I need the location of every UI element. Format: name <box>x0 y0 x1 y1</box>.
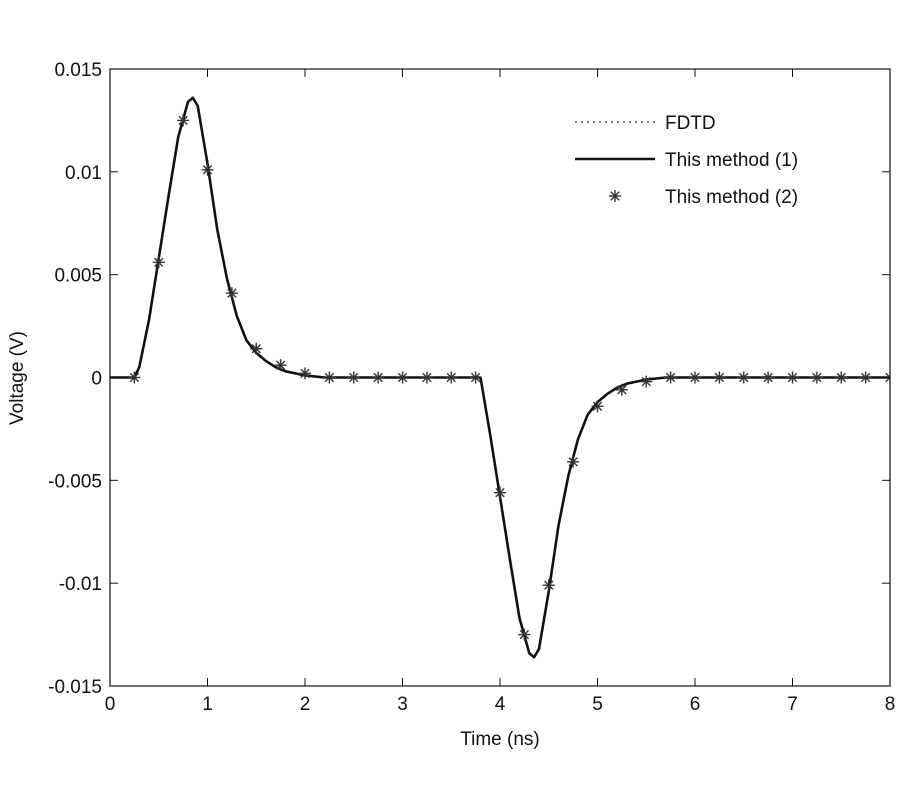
data-point-asterisk <box>615 383 628 396</box>
data-point-asterisk <box>177 114 190 127</box>
series-this-method-2-markers <box>128 114 890 641</box>
data-point-asterisk <box>420 371 433 384</box>
x-tick-label: 4 <box>495 694 506 715</box>
x-tick-label: 3 <box>397 694 408 715</box>
data-point-asterisk <box>372 371 385 384</box>
y-tick-label: -0.015 <box>48 677 102 698</box>
y-tick-label: 0.005 <box>54 266 102 287</box>
data-point-asterisk <box>347 371 360 384</box>
axes: 0 1 2 3 4 5 6 7 8 -0.015 -0.01 -0.005 0 0.005 0.01 0.01… <box>48 60 895 715</box>
y-tick-label: -0.01 <box>59 574 102 595</box>
data-point-asterisk <box>250 342 263 355</box>
legend-label: FDTD <box>665 113 716 134</box>
data-point-asterisk <box>737 371 750 384</box>
x-tick-label: 8 <box>885 694 896 715</box>
legend-asterisk-marker <box>609 190 621 202</box>
x-tick-label: 6 <box>690 694 701 715</box>
data-point-asterisk <box>201 163 214 176</box>
data-point-asterisk <box>152 256 165 269</box>
plot-area <box>110 96 890 659</box>
data-point-asterisk <box>689 371 701 384</box>
legend-label: This method (1) <box>665 150 798 171</box>
x-tick-label: 1 <box>202 694 213 715</box>
data-point-asterisk <box>494 486 506 499</box>
data-point-asterisk <box>786 371 799 384</box>
y-tick-label: 0.01 <box>65 163 102 184</box>
y-axis-title: Voltage (V) <box>7 331 28 425</box>
x-tick-label: 0 <box>105 694 116 715</box>
data-point-asterisk <box>713 371 726 384</box>
legend-entry: FDTD <box>575 113 716 134</box>
data-point-asterisk <box>640 375 653 388</box>
y-tick-label: 0 <box>91 369 102 390</box>
data-point-asterisk <box>299 367 311 380</box>
x-axis-title: Time (ns) <box>460 729 540 750</box>
data-point-asterisk <box>396 371 409 384</box>
data-point-asterisk <box>225 287 238 300</box>
data-point-asterisk <box>664 371 677 384</box>
data-point-asterisk <box>323 371 336 384</box>
legend-label: This method (2) <box>665 187 798 208</box>
legend-entry: This method (1) <box>575 150 798 171</box>
data-point-asterisk <box>445 371 458 384</box>
data-point-asterisk <box>567 455 580 468</box>
data-point-asterisk <box>542 579 555 592</box>
data-point-asterisk <box>274 359 287 372</box>
legend: FDTD This method (1) This method (2) <box>575 113 798 208</box>
x-tick-label: 2 <box>300 694 311 715</box>
data-point-asterisk <box>469 371 482 384</box>
y-tick-label: -0.005 <box>48 471 102 492</box>
data-point-asterisk <box>810 371 823 384</box>
data-point-asterisk <box>859 371 872 384</box>
x-tick-label: 7 <box>787 694 798 715</box>
data-point-asterisk <box>128 371 141 384</box>
data-point-asterisk <box>762 371 775 384</box>
y-tick-label: 0.015 <box>54 60 102 81</box>
data-point-asterisk <box>518 628 531 641</box>
x-tick-label: 5 <box>592 694 603 715</box>
data-point-asterisk <box>591 400 604 413</box>
legend-entry: This method (2) <box>609 187 798 208</box>
data-point-asterisk <box>835 371 848 384</box>
